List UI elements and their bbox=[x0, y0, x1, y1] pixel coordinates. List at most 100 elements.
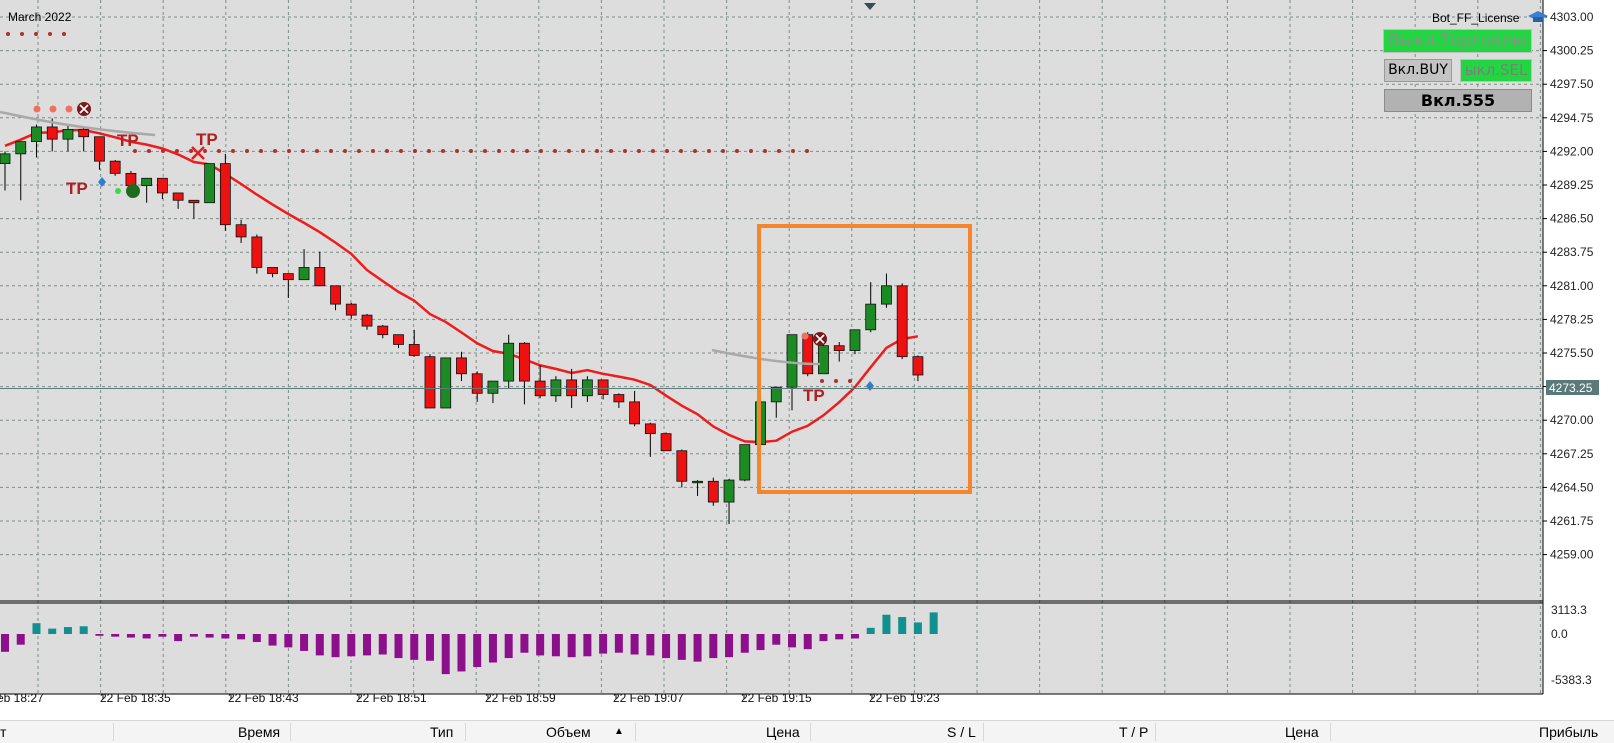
candle[interactable] bbox=[251, 234, 263, 274]
order-level-dot bbox=[189, 149, 193, 153]
candle-body bbox=[361, 314, 373, 327]
col-header-price[interactable]: Цена bbox=[766, 724, 800, 740]
candle[interactable] bbox=[156, 177, 168, 200]
candle[interactable] bbox=[865, 282, 877, 333]
trade-table-header[interactable]: т Время Тип Объем ▲ Цена S / L T / P Цен… bbox=[0, 720, 1614, 743]
enable-555-button[interactable]: Вкл.555 bbox=[1384, 89, 1532, 112]
order-level-dot bbox=[567, 149, 571, 153]
disable-sell-button[interactable]: ыкл.SEL bbox=[1460, 59, 1532, 82]
histogram-bar bbox=[866, 627, 875, 634]
candle[interactable] bbox=[471, 371, 483, 402]
candle[interactable] bbox=[298, 249, 310, 281]
candle[interactable] bbox=[204, 163, 216, 204]
column-divider[interactable] bbox=[983, 723, 984, 741]
candle[interactable] bbox=[581, 376, 593, 402]
candle[interactable] bbox=[613, 393, 625, 408]
candle[interactable] bbox=[644, 422, 656, 457]
col-header-profit[interactable]: Прибыль bbox=[1539, 724, 1599, 740]
candle[interactable] bbox=[676, 449, 688, 488]
order-level-dot bbox=[511, 149, 515, 153]
indicator-tick-label: 0.0 bbox=[1551, 627, 1568, 641]
order-level-dot bbox=[34, 32, 38, 36]
column-divider[interactable] bbox=[290, 723, 291, 741]
candle[interactable] bbox=[849, 329, 861, 355]
candle[interactable] bbox=[707, 477, 719, 506]
candle[interactable] bbox=[487, 380, 499, 404]
candle[interactable] bbox=[519, 342, 530, 405]
col-header-volume[interactable]: Объем bbox=[546, 724, 591, 740]
column-divider[interactable] bbox=[635, 723, 636, 741]
candle[interactable] bbox=[597, 379, 609, 400]
candle-body bbox=[235, 224, 247, 238]
column-divider[interactable] bbox=[113, 723, 114, 741]
column-divider[interactable] bbox=[1330, 723, 1331, 741]
expert-name[interactable]: Bot_FF_License bbox=[1432, 11, 1520, 25]
candle[interactable] bbox=[109, 159, 121, 176]
candle[interactable] bbox=[739, 444, 751, 482]
order-level-dot bbox=[693, 149, 697, 153]
candle[interactable] bbox=[896, 283, 908, 360]
candle[interactable] bbox=[833, 342, 845, 362]
chart-shift-marker-icon[interactable] bbox=[864, 3, 876, 10]
candle[interactable] bbox=[912, 355, 924, 382]
candle[interactable] bbox=[393, 334, 404, 349]
candle[interactable] bbox=[692, 480, 703, 496]
chart-background[interactable] bbox=[0, 0, 1543, 694]
enable-buy-button[interactable]: Вкл.BUY bbox=[1384, 59, 1452, 82]
candle[interactable] bbox=[881, 273, 892, 308]
col-header-ticket[interactable]: т bbox=[0, 724, 7, 740]
candle[interactable] bbox=[62, 124, 74, 152]
col-header-current-price[interactable]: Цена bbox=[1285, 724, 1319, 740]
candle-body bbox=[109, 160, 121, 174]
candle[interactable] bbox=[188, 199, 200, 219]
candle[interactable] bbox=[629, 390, 640, 427]
col-header-tp[interactable]: T / P bbox=[1119, 724, 1149, 740]
candle[interactable] bbox=[408, 329, 420, 357]
order-level-dot bbox=[133, 149, 137, 153]
candle[interactable] bbox=[345, 302, 357, 319]
order-level-dot bbox=[175, 149, 179, 153]
candle[interactable] bbox=[235, 219, 247, 244]
candle[interactable] bbox=[141, 177, 153, 203]
time-tick-label: eb 18:27 bbox=[0, 691, 44, 705]
col-header-time[interactable]: Время bbox=[238, 724, 281, 740]
histogram-bar bbox=[536, 634, 545, 656]
candle[interactable] bbox=[172, 192, 184, 209]
candle[interactable] bbox=[267, 267, 278, 278]
column-divider[interactable] bbox=[465, 723, 466, 741]
column-divider[interactable] bbox=[1155, 723, 1156, 741]
col-header-sl[interactable]: S / L bbox=[947, 724, 976, 740]
candle[interactable] bbox=[46, 118, 58, 152]
candle[interactable] bbox=[15, 141, 27, 201]
candle[interactable] bbox=[31, 124, 42, 158]
col-header-type[interactable]: Тип bbox=[430, 724, 454, 740]
candle[interactable] bbox=[361, 313, 373, 330]
order-level-dot bbox=[259, 149, 263, 153]
candle[interactable] bbox=[219, 153, 231, 231]
candle[interactable] bbox=[330, 285, 341, 311]
candle[interactable] bbox=[377, 324, 389, 339]
candle[interactable] bbox=[818, 339, 829, 375]
candle[interactable] bbox=[0, 151, 11, 191]
current-price-label: 4273.25 bbox=[1546, 380, 1599, 395]
expert-hat-icon[interactable] bbox=[1528, 11, 1548, 22]
time-tick-label: 22 Feb 19:23 bbox=[869, 691, 940, 705]
sort-ascending-icon[interactable]: ▲ bbox=[614, 726, 624, 737]
candle[interactable] bbox=[503, 334, 515, 389]
candle[interactable] bbox=[94, 136, 105, 170]
candle[interactable] bbox=[440, 357, 452, 409]
candle[interactable] bbox=[550, 376, 562, 402]
candles-layer[interactable] bbox=[0, 118, 924, 525]
candle[interactable] bbox=[78, 126, 90, 152]
disable-trading-button[interactable]: Выкл.Торговлю bbox=[1383, 29, 1532, 53]
candle[interactable] bbox=[456, 351, 467, 382]
candle[interactable] bbox=[314, 251, 326, 287]
candle[interactable] bbox=[282, 273, 294, 299]
candle[interactable] bbox=[770, 386, 782, 418]
candle-body bbox=[204, 163, 216, 204]
candle[interactable] bbox=[424, 354, 436, 409]
candle[interactable] bbox=[723, 478, 735, 525]
candle[interactable] bbox=[660, 432, 672, 452]
column-divider[interactable] bbox=[810, 723, 811, 741]
